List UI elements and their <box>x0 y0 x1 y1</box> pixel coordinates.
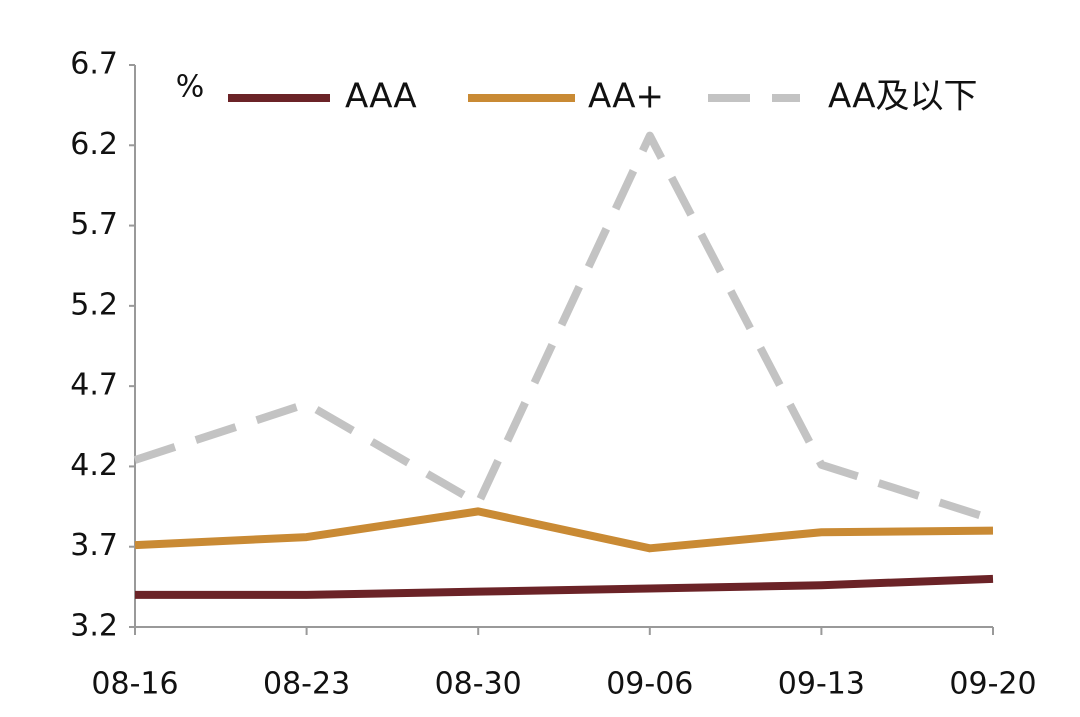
x-tick-label: 08-30 <box>435 667 522 702</box>
y-tick-label: 4.7 <box>70 368 118 403</box>
y-tick-label: 5.7 <box>70 207 118 242</box>
x-tick-label: 09-20 <box>949 667 1036 702</box>
y-tick-label: 3.2 <box>70 609 118 644</box>
legend-label: AA+ <box>588 77 664 117</box>
series-line <box>135 574 994 599</box>
y-tick-label: 4.2 <box>70 448 118 483</box>
y-tick-label: 5.2 <box>70 287 118 322</box>
legend-label: AAA <box>345 77 417 117</box>
x-tick-label: 08-16 <box>91 667 178 702</box>
series-line <box>134 507 994 553</box>
y-tick-label: 6.7 <box>70 47 118 82</box>
y-tick-label: 6.2 <box>70 127 118 162</box>
legend-label: AA及以下 <box>828 77 977 117</box>
x-tick-label: 09-13 <box>778 667 865 702</box>
y-tick-label: 3.7 <box>70 528 118 563</box>
unit-label: % <box>176 70 205 105</box>
series-line <box>133 131 995 524</box>
x-tick-label: 08-23 <box>263 667 350 702</box>
x-tick-label: 09-06 <box>606 667 693 702</box>
